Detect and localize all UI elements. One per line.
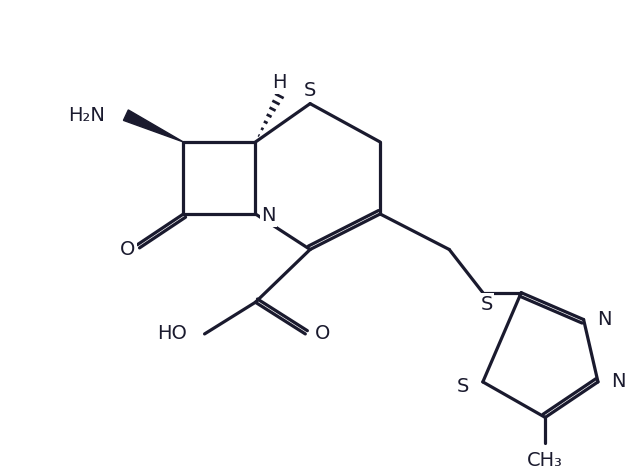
Text: N: N: [597, 310, 612, 329]
Text: CH₃: CH₃: [527, 451, 563, 470]
Text: H₂N: H₂N: [68, 106, 105, 125]
Text: H: H: [272, 73, 287, 92]
Text: S: S: [304, 81, 316, 100]
Text: N: N: [261, 206, 276, 226]
Text: O: O: [315, 324, 330, 344]
Text: N: N: [611, 372, 626, 392]
Text: O: O: [120, 240, 136, 259]
Text: S: S: [457, 377, 469, 396]
Text: S: S: [481, 295, 493, 313]
Text: HO: HO: [157, 324, 188, 344]
Polygon shape: [124, 110, 184, 142]
